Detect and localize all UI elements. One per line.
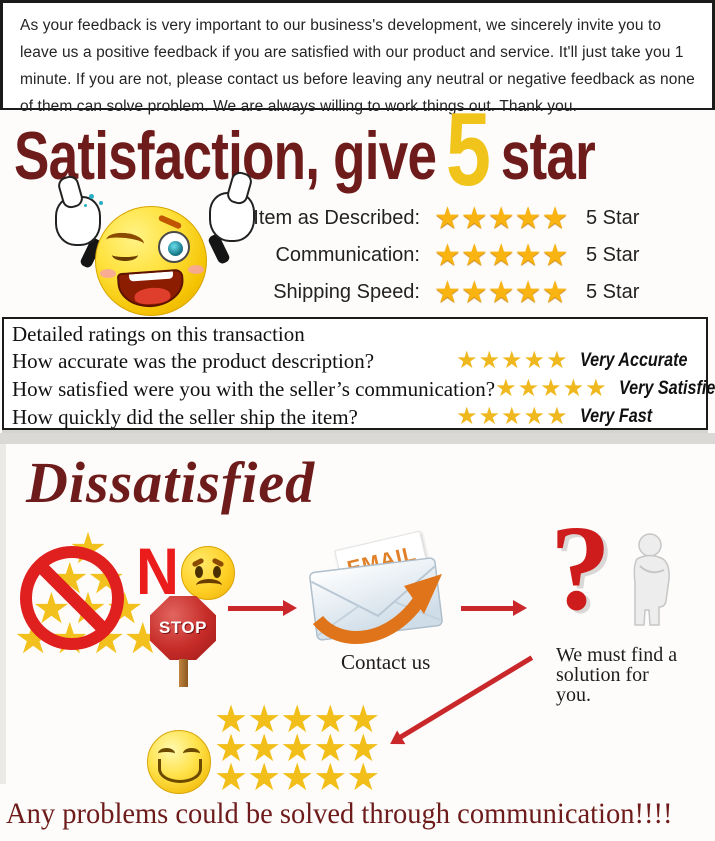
headline-suffix: star bbox=[500, 118, 596, 194]
five-stars-icon: ★★★★★ bbox=[456, 347, 569, 374]
detail-question: How accurate was the product description… bbox=[12, 348, 375, 373]
dissatisfied-title: Dissatisfied bbox=[26, 450, 316, 515]
contact-us-label: Contact us bbox=[341, 650, 431, 674]
thinking-person-icon bbox=[633, 533, 670, 626]
stop-sign-label: STOP bbox=[159, 618, 207, 637]
email-icon: EMAIL bbox=[309, 530, 452, 652]
rating-label: Shipping Speed: bbox=[273, 281, 420, 303]
five-stars-icon: ★★★★★ bbox=[456, 403, 569, 430]
star-grid-row: ★★★★★ bbox=[214, 699, 380, 741]
rating-row: Communication: ★★★★★ 5 Star bbox=[246, 237, 676, 274]
stop-sign-icon: STOP bbox=[150, 596, 216, 692]
winking-smiley-icon bbox=[55, 188, 255, 320]
smile-mouth bbox=[158, 759, 202, 783]
star-grid-row: ★★★★★ bbox=[214, 757, 380, 799]
question-mark-icon: ? bbox=[550, 501, 611, 636]
happy-face-icon bbox=[147, 730, 211, 794]
stop-sign-octagon: STOP bbox=[150, 596, 216, 660]
rating-value: 5 Star bbox=[586, 281, 640, 303]
intro-text-box: As your feedback is very important to ou… bbox=[0, 0, 715, 115]
separator-band bbox=[0, 433, 715, 444]
happy-eye bbox=[183, 748, 200, 759]
headline-prefix: Satisfaction, give bbox=[14, 118, 437, 194]
detailed-ratings-title: Detailed ratings on this transaction bbox=[12, 322, 305, 346]
five-stars-icon: ★★★★★ bbox=[495, 375, 608, 402]
swoosh-arrow-icon bbox=[312, 574, 442, 644]
star-grid-icon: ★★★★★ ★★★★★ ★★★★★ bbox=[214, 699, 394, 799]
left-edge-strip bbox=[0, 444, 6, 784]
blush bbox=[100, 269, 116, 278]
bottom-message: Any problems could be solved through com… bbox=[6, 797, 673, 830]
question-mark-figure: ? bbox=[550, 504, 680, 640]
frown-mouth bbox=[196, 579, 222, 592]
five-stars-icon: ★★★★★ bbox=[434, 238, 569, 272]
rating-value: 5 Star bbox=[586, 244, 640, 266]
rating-row: Shipping Speed: ★★★★★ 5 Star bbox=[246, 274, 676, 311]
headline-five: 5 bbox=[445, 92, 492, 208]
arrow-right-icon bbox=[461, 600, 527, 616]
detail-row: How satisfied were you with the seller’s… bbox=[12, 375, 715, 403]
top-ratings: Item as Described: ★★★★★ 5 Star Communic… bbox=[246, 200, 676, 311]
stop-sign-pole bbox=[179, 659, 188, 687]
five-stars-icon: ★★★★★ bbox=[434, 201, 569, 235]
detail-answer: Very Accurate bbox=[580, 350, 688, 371]
smiley-tongue bbox=[133, 286, 172, 306]
star-grid-row: ★★★★★ bbox=[214, 728, 380, 770]
thumbs-up-right-icon bbox=[209, 192, 255, 242]
sad-eye bbox=[195, 566, 203, 578]
happy-eye bbox=[158, 748, 175, 759]
detail-row: How quickly did the seller ship the item… bbox=[12, 403, 700, 431]
sparkle-icon bbox=[89, 194, 94, 199]
detail-answer: Very Satisfied bbox=[619, 378, 715, 399]
open-eye bbox=[158, 231, 190, 263]
raised-eyebrow bbox=[157, 214, 183, 230]
detail-question: How satisfied were you with the seller’s… bbox=[12, 376, 496, 401]
no-letter: N bbox=[136, 534, 179, 608]
sad-eye bbox=[213, 566, 221, 578]
wink-eye bbox=[112, 249, 138, 261]
eye-iris bbox=[168, 241, 183, 256]
prohibition-sign-icon bbox=[20, 546, 124, 650]
detail-question: How quickly did the seller ship the item… bbox=[12, 404, 358, 429]
smiley-mouth bbox=[116, 268, 186, 310]
solution-text: We must find a solution for you. bbox=[556, 644, 678, 706]
intro-text: As your feedback is very important to ou… bbox=[20, 17, 695, 115]
arrow-right-icon bbox=[228, 600, 297, 616]
rating-value: 5 Star bbox=[586, 207, 640, 229]
sad-face-icon bbox=[181, 546, 235, 600]
headline: Satisfaction, give 5 star bbox=[14, 98, 715, 202]
detail-answer: Very Fast bbox=[580, 406, 653, 427]
rating-label: Communication: bbox=[275, 244, 420, 266]
five-stars-icon: ★★★★★ bbox=[434, 275, 569, 309]
sparkle-icon bbox=[84, 204, 87, 207]
sparkle-icon bbox=[99, 201, 103, 205]
thumbs-up-left-icon bbox=[55, 196, 101, 246]
detailed-ratings-box: Detailed ratings on this transaction How… bbox=[2, 317, 715, 431]
blush bbox=[188, 265, 204, 274]
detail-row: How accurate was the product description… bbox=[12, 347, 700, 375]
smiley-face bbox=[95, 206, 207, 316]
smiley-teeth bbox=[128, 271, 174, 282]
rating-row: Item as Described: ★★★★★ 5 Star bbox=[246, 200, 676, 237]
rating-label: Item as Described: bbox=[253, 207, 420, 229]
